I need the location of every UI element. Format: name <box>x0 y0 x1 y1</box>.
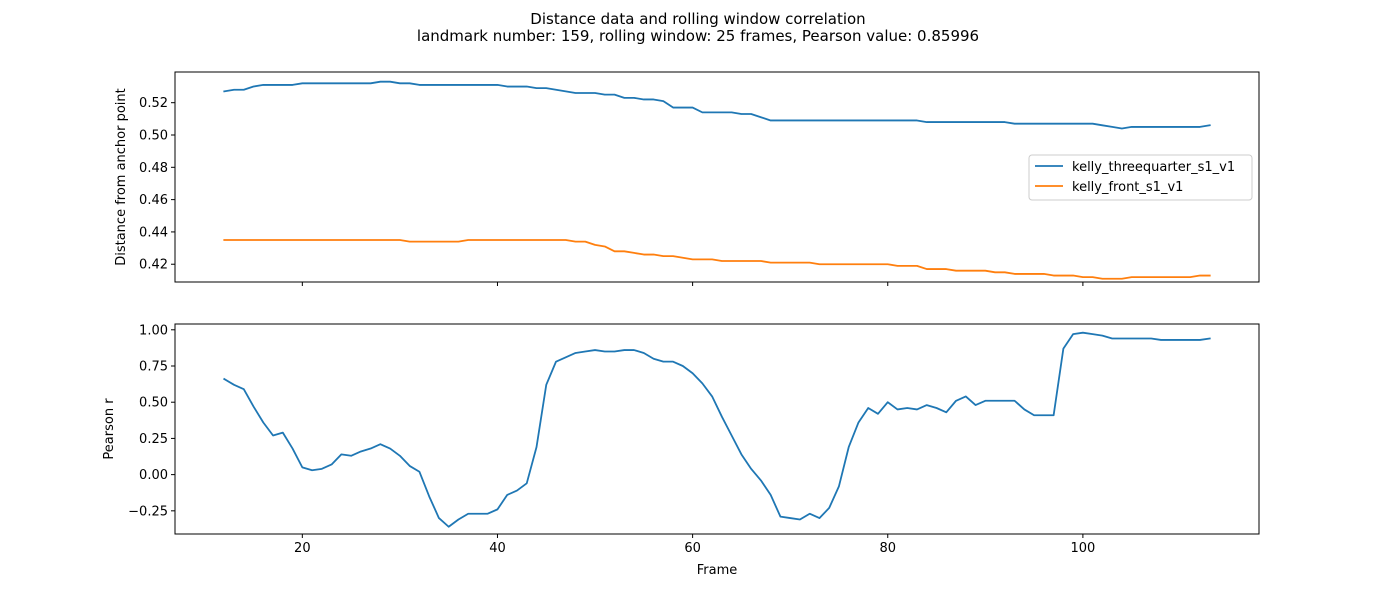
legend: kelly_threequarter_s1_v1 kelly_front_s1_v… <box>1028 154 1253 201</box>
figure-title-line1: Distance data and rolling window correla… <box>530 10 865 28</box>
pearson-y-tick-label: −0.25 <box>128 504 168 519</box>
pearson-x-tick-label: 60 <box>684 541 701 556</box>
pearson-x-tick-label: 20 <box>294 541 311 556</box>
pearson-y-tick-label: 0.00 <box>139 468 168 483</box>
distance-series-line-2 <box>223 239 1211 280</box>
distance-y-tick-label: 0.44 <box>139 225 168 240</box>
legend-label-1: kelly_threequarter_s1_v1 <box>1072 160 1235 175</box>
pearson-x-tick-label: 100 <box>1070 541 1095 556</box>
distance-y-tick-label: 0.46 <box>139 193 168 208</box>
distance-y-tick-label: 0.50 <box>139 129 168 144</box>
distance-series-line-1 <box>223 80 1211 130</box>
pearson-x-axis-label: Frame <box>697 563 738 578</box>
pearson-panel: 20 40 60 80 100 −0.25 0.00 0.25 0.50 0.75 1.00 Pear… <box>102 323 1260 578</box>
legend-box <box>1028 154 1253 201</box>
figure-title-line2: landmark number: 159, rolling window: 25… <box>417 27 979 45</box>
pearson-axes-frame <box>174 323 1260 535</box>
distance-panel: 0.42 0.44 0.46 0.48 0.50 0.52 Distance from an… <box>114 71 1260 286</box>
distance-y-tick-label: 0.42 <box>139 258 168 273</box>
pearson-y-tick-label: 1.00 <box>139 323 168 338</box>
pearson-x-tick-label: 40 <box>489 541 506 556</box>
pearson-y-tick-label: 0.25 <box>139 432 168 447</box>
distance-y-tick-label: 0.48 <box>139 161 168 176</box>
pearson-x-tick-label: 80 <box>879 541 896 556</box>
pearson-y-axis-label: Pearson r <box>102 398 117 460</box>
pearson-y-tick-label: 0.50 <box>139 396 168 411</box>
legend-label-2: kelly_front_s1_v1 <box>1072 180 1183 195</box>
pearson-series-line-1 <box>223 331 1211 528</box>
pearson-y-tick-label: 0.75 <box>139 360 168 375</box>
distance-y-tick-label: 0.52 <box>139 96 168 111</box>
distance-axes-frame <box>174 71 1260 283</box>
distance-y-axis-label: Distance from anchor point <box>114 88 129 266</box>
